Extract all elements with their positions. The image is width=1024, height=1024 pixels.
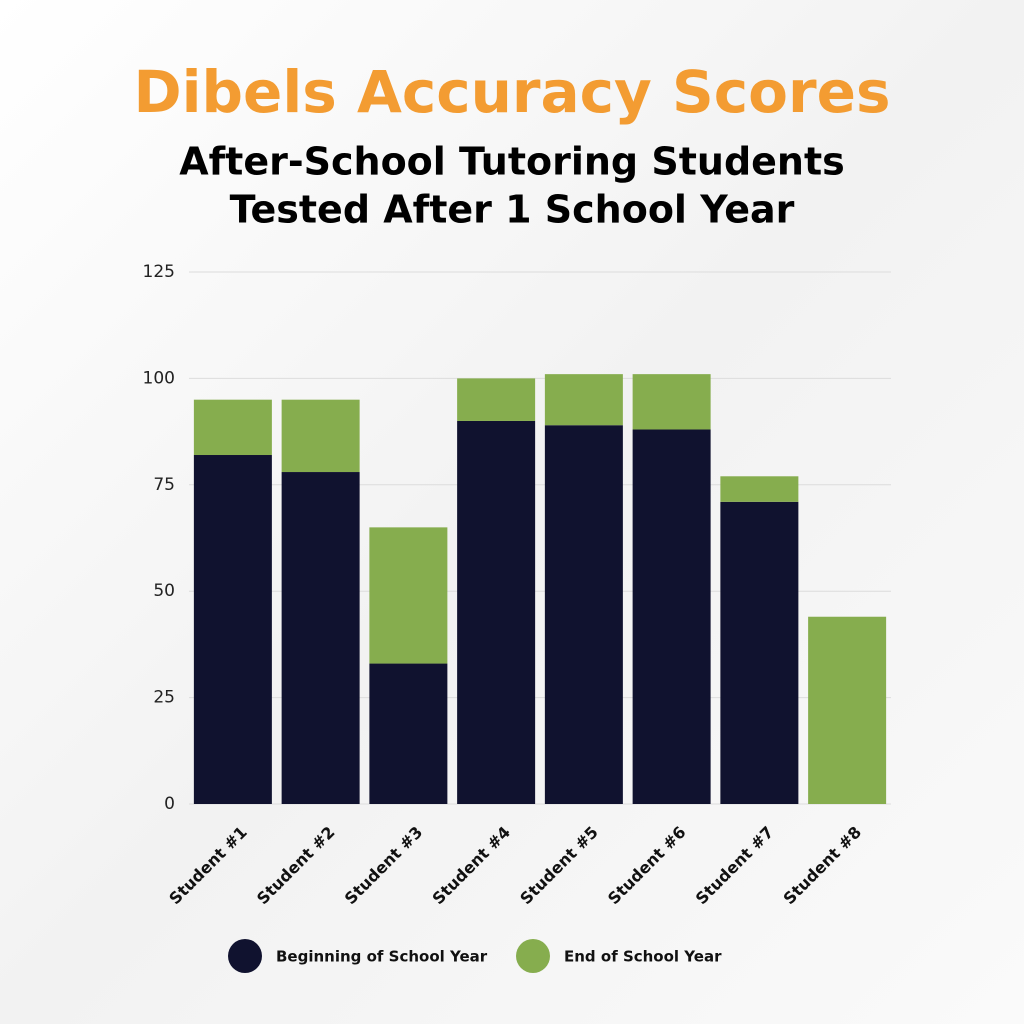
chart-title: Dibels Accuracy Scores — [133, 58, 890, 126]
bar-segment — [808, 616, 887, 804]
y-tick-label: 75 — [153, 475, 175, 495]
legend-label: End of School Year — [564, 948, 722, 966]
legend-swatch — [228, 939, 262, 973]
y-tick-label: 125 — [143, 262, 175, 282]
bar-segment — [193, 455, 272, 804]
bar-segment — [193, 399, 272, 456]
chart-subtitle: Tested After 1 School Year — [230, 188, 795, 232]
y-tick-label: 25 — [153, 688, 175, 708]
legend-label: Beginning of School Year — [276, 948, 488, 966]
bar-segment — [281, 472, 360, 804]
bar-segment — [369, 527, 448, 664]
y-tick-label: 0 — [164, 794, 175, 814]
legend-swatch — [516, 939, 550, 973]
bar-segment — [720, 501, 799, 804]
bar-segment — [632, 429, 711, 804]
bar-segment — [544, 425, 623, 804]
y-tick-label: 50 — [153, 581, 175, 601]
bar-segment — [544, 374, 623, 426]
bar-segment — [457, 378, 536, 421]
y-tick-label: 100 — [143, 368, 175, 388]
bar-segment — [281, 399, 360, 473]
bar-segment — [369, 663, 448, 804]
bar-segment — [632, 374, 711, 430]
bar-segment — [720, 476, 799, 502]
chart-subtitle: After-School Tutoring Students — [179, 140, 845, 184]
bar-segment — [457, 420, 536, 804]
